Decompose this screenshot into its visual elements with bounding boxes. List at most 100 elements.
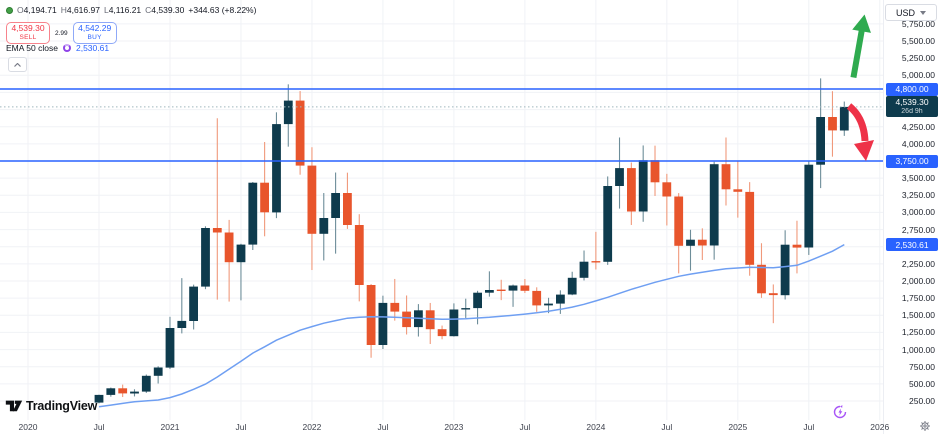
tradingview-mark-icon — [5, 400, 23, 412]
price-axis-tick: 3,000.00 — [901, 207, 935, 218]
price-axis-tick: 3,250.00 — [901, 190, 935, 201]
time-axis-tick: Jul — [235, 422, 247, 432]
high-value: 4,616.97 — [66, 5, 100, 15]
price-axis-tick: 250.00 — [909, 396, 935, 406]
candle-body — [828, 117, 837, 131]
tradingview-logo[interactable]: TradingView — [5, 398, 97, 413]
chart-legend: O4,194.71 H4,616.97 L4,116.21 C4,539.30 … — [6, 5, 257, 72]
candle-body — [437, 329, 447, 337]
candle-body — [236, 244, 246, 263]
currency-label: USD — [895, 7, 915, 18]
candle-body — [579, 261, 589, 278]
price-axis-tick: 1,250.00 — [901, 327, 935, 338]
candle-body — [591, 261, 601, 263]
candle-body — [733, 189, 743, 192]
candle-body — [153, 367, 163, 376]
candlestick-chart[interactable] — [0, 0, 883, 420]
candle-body — [757, 264, 766, 294]
candle-body — [354, 225, 364, 285]
axis-settings-gear-icon[interactable] — [919, 419, 931, 431]
price-axis-tick: 1,750.00 — [901, 293, 935, 304]
flash-boost-icon[interactable] — [832, 404, 848, 420]
price-axis-tick: 5,250.00 — [901, 53, 935, 64]
chevron-down-icon — [920, 10, 926, 15]
currency-selector[interactable]: USD — [885, 4, 937, 21]
candle-body — [378, 302, 388, 345]
candle-body — [260, 182, 269, 213]
candle-body — [189, 286, 198, 321]
series-status-dot-icon — [6, 6, 13, 14]
candle-body — [544, 303, 553, 306]
bar-countdown: 26d 9h — [901, 107, 923, 115]
candle-body — [94, 394, 104, 403]
candle-body — [248, 182, 258, 245]
indicator-loading-spinner-icon — [62, 44, 71, 52]
candle-body — [272, 124, 281, 213]
candle-body — [319, 218, 329, 234]
candle-body — [461, 308, 471, 310]
time-axis-tick: Jul — [93, 422, 105, 432]
candle-body — [496, 289, 506, 291]
candle-body — [709, 164, 719, 246]
price-axis-tick: 500.00 — [909, 378, 935, 389]
time-axis-tick: Jul — [519, 422, 531, 432]
current-price-value: 4,539.30 — [895, 96, 929, 107]
candle-body — [792, 244, 802, 248]
candle-body — [816, 117, 825, 165]
spread-value: 2.99 — [55, 29, 68, 37]
current-price-label: 4,539.30 26d 9h — [886, 96, 938, 118]
candle-body — [201, 228, 210, 287]
price-axis-tick: 2,750.00 — [901, 224, 935, 235]
time-axis-tick: 2026 — [870, 422, 890, 432]
candle-body — [307, 165, 317, 234]
time-axis-tick: Jul — [803, 422, 815, 432]
time-axis-tick: 2022 — [302, 422, 322, 432]
change-value: +344.63 (+8.22%) — [188, 5, 257, 15]
time-axis-tick: Jul — [661, 422, 673, 432]
time-axis-tick: 2024 — [586, 422, 606, 432]
indicator-name: EMA 50 close — [6, 43, 58, 53]
candle-body — [556, 294, 565, 304]
tradingview-wordmark: TradingView — [26, 398, 98, 413]
price-axis-tick: 750.00 — [909, 361, 935, 372]
price-axis-tick: 2,250.00 — [901, 258, 935, 269]
indicator-legend-ema50[interactable]: EMA 50 close 2,530.61 — [6, 43, 109, 53]
red-down-arrow[interactable] — [846, 103, 874, 161]
candle-body — [118, 388, 128, 394]
price-axis-tick: 4,250.00 — [901, 121, 935, 132]
candle-body — [662, 182, 672, 197]
green-up-arrow[interactable] — [844, 13, 874, 79]
buy-button[interactable]: 4,542.29 BUY — [72, 22, 117, 45]
close-value: 4,539.30 — [151, 5, 185, 15]
candle-body — [839, 106, 849, 131]
candle-body — [402, 311, 411, 328]
low-value: 4,116.21 — [108, 5, 142, 15]
candle-body — [485, 290, 494, 293]
ema-50-line[interactable] — [98, 243, 845, 408]
candle-body — [615, 168, 624, 186]
candle-body — [745, 191, 755, 265]
candle-body — [520, 285, 530, 291]
ema-price-label: 2,530.61 — [886, 238, 938, 252]
indicator-value: 2,530.61 — [75, 43, 110, 53]
price-axis-tick: 1,500.00 — [901, 310, 935, 321]
candle-body — [343, 193, 352, 225]
price-axis[interactable]: USD 5,750.00 5,500.00 5,250.00 5,000.00 4,25… — [883, 0, 940, 434]
hline-price-label-4800[interactable]: 4,800.00 — [886, 82, 938, 96]
candle-body — [331, 193, 340, 218]
hline-price-label-3750[interactable]: 3,750.00 — [886, 154, 938, 168]
candle-body — [295, 100, 305, 166]
candle-body — [650, 160, 660, 183]
candle-body — [721, 164, 731, 190]
candle-body — [686, 239, 695, 246]
time-axis[interactable]: 2020 Jul 2021 Jul 2022 Jul 2023 Jul 2024 Jul 2025 J… — [0, 420, 889, 434]
time-axis-tick: 2023 — [444, 422, 464, 432]
sell-button[interactable]: 4,539.30 SELL — [6, 22, 50, 45]
price-axis-tick: 3,500.00 — [901, 173, 935, 184]
collapse-legend-button[interactable] — [8, 57, 27, 72]
candle-body — [627, 168, 636, 212]
price-axis-tick: 5,000.00 — [901, 70, 935, 81]
candle-body — [674, 196, 684, 246]
candle-body — [638, 160, 648, 212]
time-axis-tick: 2020 — [18, 422, 38, 432]
